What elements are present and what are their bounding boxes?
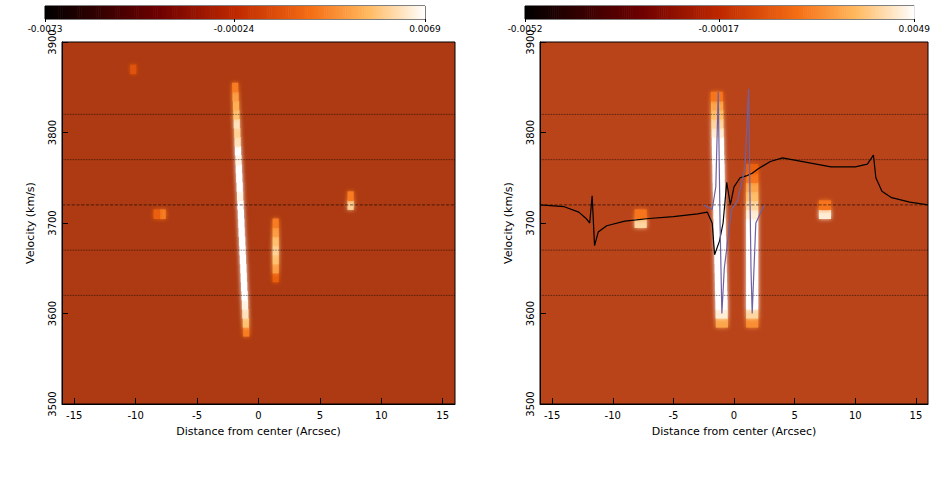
- svg-text:3800: 3800: [525, 120, 536, 145]
- svg-text:15: 15: [436, 410, 449, 421]
- svg-text:3500: 3500: [525, 391, 536, 416]
- svg-text:3600: 3600: [47, 301, 58, 326]
- svg-text:0.0049: 0.0049: [899, 24, 931, 34]
- svg-text:3500: 3500: [47, 391, 58, 416]
- svg-text:3800: 3800: [47, 120, 58, 145]
- svg-text:15: 15: [910, 410, 923, 421]
- svg-text:-10: -10: [605, 410, 621, 421]
- svg-text:10: 10: [375, 410, 388, 421]
- svg-text:5: 5: [317, 410, 323, 421]
- svg-text:10: 10: [849, 410, 862, 421]
- svg-text:3900: 3900: [46, 29, 58, 55]
- svg-text:Distance from center (Arcsec): Distance from center (Arcsec): [652, 425, 817, 438]
- svg-text:5: 5: [791, 410, 797, 421]
- svg-text:3600: 3600: [525, 301, 536, 326]
- svg-text:-5: -5: [668, 410, 678, 421]
- svg-text:0.0069: 0.0069: [409, 24, 441, 34]
- svg-text:3900: 3900: [524, 29, 536, 55]
- svg-text:Velocity (km/s): Velocity (km/s): [24, 182, 37, 264]
- svg-text:-15: -15: [66, 410, 82, 421]
- svg-text:0: 0: [255, 410, 261, 421]
- svg-text:Velocity (km/s): Velocity (km/s): [502, 182, 515, 264]
- svg-text:-0.00017: -0.00017: [699, 24, 739, 34]
- svg-text:-5: -5: [192, 410, 202, 421]
- svg-text:-0.00024: -0.00024: [214, 24, 255, 34]
- svg-text:-15: -15: [544, 410, 560, 421]
- svg-text:Distance from center (Arcsec): Distance from center (Arcsec): [176, 425, 341, 438]
- svg-text:3700: 3700: [47, 210, 58, 235]
- svg-text:-10: -10: [128, 410, 144, 421]
- svg-text:3700: 3700: [525, 210, 536, 235]
- svg-text:0: 0: [731, 410, 737, 421]
- svg-text:-0.0073: -0.0073: [28, 24, 63, 34]
- svg-text:-0.0052: -0.0052: [508, 24, 543, 34]
